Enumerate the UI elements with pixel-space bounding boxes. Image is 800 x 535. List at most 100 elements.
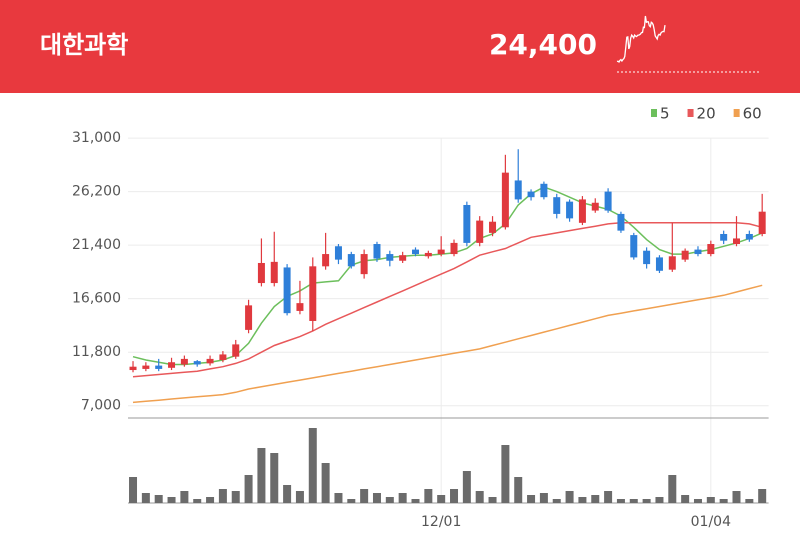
moving-average-line: [132, 284, 763, 404]
volume-bar: [565, 491, 574, 503]
y-tick-label: 26,200: [72, 184, 121, 200]
volume-bar: [475, 491, 484, 503]
candle-body: [142, 365, 150, 369]
candle-body: [694, 249, 702, 255]
candle-body: [412, 249, 419, 255]
candle-body: [283, 267, 291, 314]
volume-bar: [642, 499, 651, 503]
volume-bar: [257, 448, 266, 503]
x-tick-label: 01/04: [691, 514, 731, 530]
volume-bar: [732, 491, 741, 503]
volume-bar: [231, 491, 240, 503]
volume-bar: [539, 493, 548, 503]
candle-body: [630, 235, 638, 258]
x-tick-label: 12/01: [421, 514, 461, 530]
candle-body: [553, 197, 561, 214]
candle-body: [424, 252, 432, 257]
volume-bar: [488, 497, 497, 503]
volume-bar: [758, 489, 767, 503]
candle-body: [206, 358, 214, 364]
candle-body: [309, 266, 317, 321]
volume-bar: [681, 495, 690, 503]
candle-body: [129, 366, 137, 371]
candle-body: [296, 303, 304, 311]
candle-body: [476, 220, 484, 243]
volume-bar: [514, 477, 523, 503]
legend-label: 5: [660, 105, 670, 123]
volume-bar: [360, 489, 369, 503]
candle-body: [245, 305, 253, 330]
candle-body: [733, 238, 740, 245]
volume-bar: [501, 445, 510, 503]
candle-body: [655, 257, 663, 271]
candle-body: [360, 254, 368, 275]
volume-bar: [167, 497, 176, 503]
candle-body: [399, 255, 407, 261]
candle-body: [322, 254, 330, 267]
volume-bar: [424, 489, 433, 503]
candle-body: [566, 201, 574, 219]
volume-bar: [604, 491, 613, 503]
volume-bar: [129, 477, 138, 503]
volume-bar: [385, 497, 394, 503]
volume-bar: [745, 499, 754, 503]
candle-body: [745, 233, 753, 240]
candle-body: [193, 361, 201, 365]
volume-bar: [308, 428, 317, 503]
y-tick-label: 7,000: [81, 398, 121, 414]
chart-panel: [0, 93, 800, 535]
legend-label: 60: [743, 105, 762, 123]
volume-bar: [591, 495, 600, 503]
volume-bar: [578, 497, 587, 503]
header-band: [0, 0, 800, 93]
candle-body: [668, 256, 676, 270]
volume-bar: [462, 471, 471, 503]
candle-body: [540, 183, 548, 198]
volume-bar: [206, 497, 215, 503]
candle-body: [617, 213, 625, 231]
moving-average-line: [132, 222, 763, 378]
legend-swatch: [733, 109, 740, 117]
candle-body: [681, 250, 689, 260]
volume-bar: [719, 499, 728, 503]
candle-body: [373, 244, 381, 259]
volume-bar: [411, 499, 420, 503]
candle-body: [720, 233, 728, 241]
legend: 5 20 60: [651, 105, 762, 123]
y-tick-label: 11,800: [72, 344, 121, 360]
volume-bar: [527, 495, 536, 503]
volume-bar: [270, 453, 279, 503]
legend-label: 20: [697, 105, 716, 123]
volume-bar: [616, 499, 625, 503]
candle-body: [450, 242, 458, 255]
candle-body: [489, 221, 497, 233]
volume-bar: [321, 463, 330, 503]
volume-bar: [193, 499, 202, 503]
candle-body: [514, 180, 522, 200]
volume-bar: [629, 499, 638, 503]
y-tick-label: 21,400: [72, 237, 121, 253]
candle-body: [232, 344, 240, 357]
candle-body: [758, 211, 766, 234]
volume-bar: [693, 499, 702, 503]
candle-body: [180, 358, 188, 365]
candle-body: [437, 249, 445, 255]
volume-bar: [655, 497, 664, 503]
candle-body: [604, 191, 612, 211]
volume-bar: [668, 475, 677, 503]
volume-bar: [706, 497, 715, 503]
legend-swatch: [651, 109, 657, 117]
stock-name: 대한과학: [40, 31, 128, 59]
candle-body: [155, 365, 163, 369]
volume-bar: [180, 491, 189, 503]
candle-body: [386, 254, 394, 261]
candle-body: [527, 191, 535, 198]
candle-body: [463, 204, 471, 243]
volume-bar: [244, 475, 253, 503]
candle-body: [707, 244, 715, 255]
volume-bar: [283, 485, 292, 503]
legend-swatch: [687, 109, 694, 117]
volume-bar: [141, 493, 150, 503]
candle-body: [257, 262, 265, 284]
